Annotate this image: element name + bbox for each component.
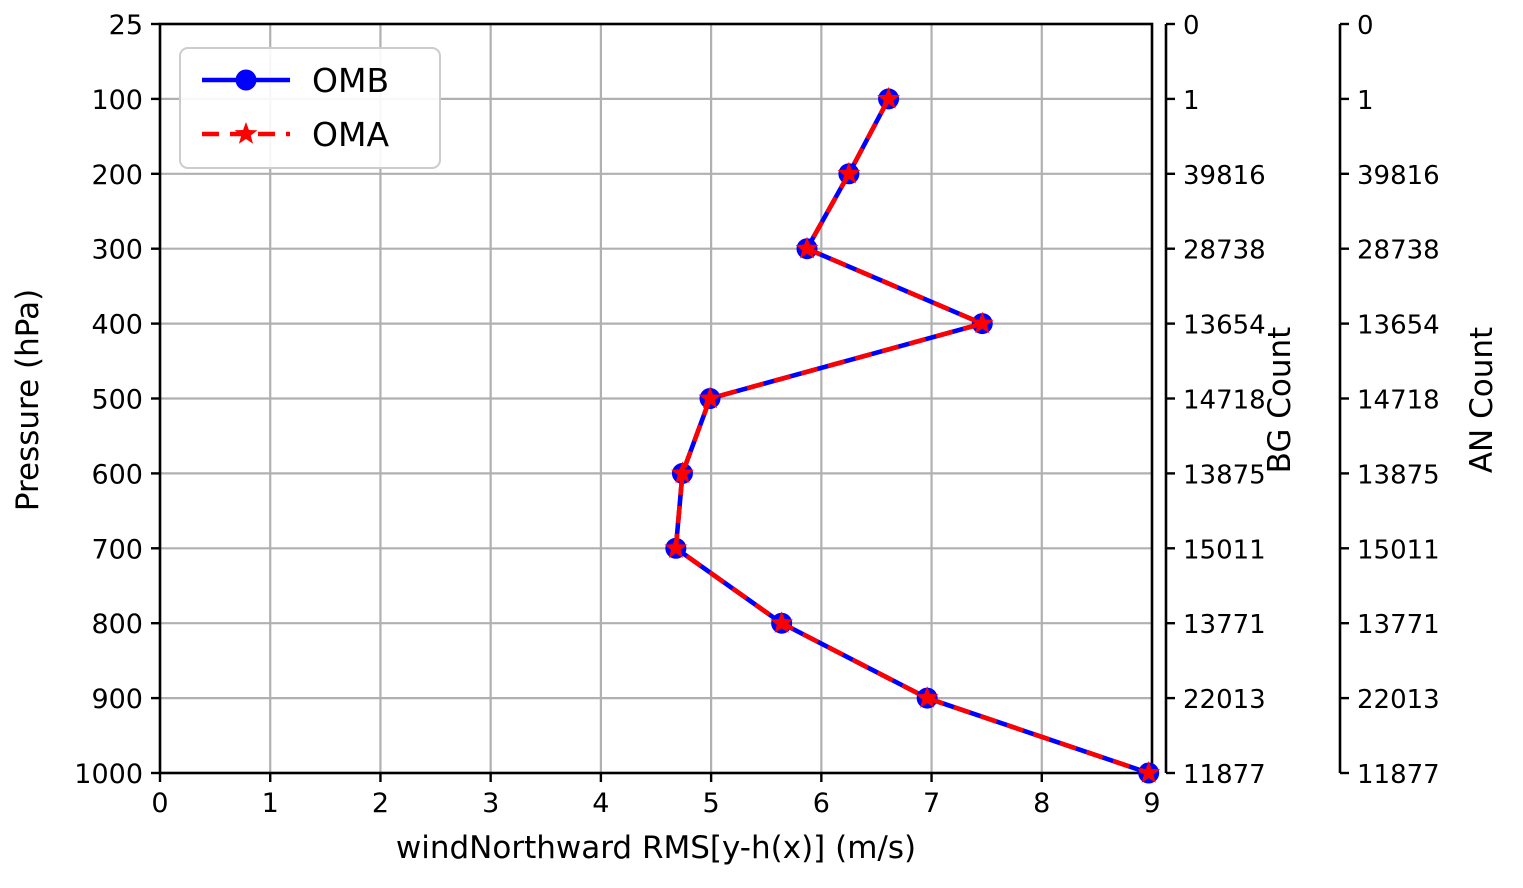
legend-label-omb: OMB — [312, 61, 389, 100]
legend-marker-oma — [234, 122, 258, 144]
an-count-tick-label: 1 — [1357, 86, 1374, 116]
bg-count-tick-label: 28738 — [1183, 236, 1266, 266]
x-tick-label: 7 — [923, 788, 940, 819]
bg-count-axis-title: BG Count — [1262, 327, 1298, 474]
series-line-omb — [673, 97, 1150, 776]
x-tick-label: 5 — [703, 788, 720, 819]
data-point-marker-oma — [970, 311, 994, 334]
bg-count-tick-label: 13875 — [1183, 460, 1266, 490]
y-tick-label: 500 — [91, 385, 143, 416]
y-tick-label: 1000 — [74, 759, 143, 790]
legend-marker-omb — [235, 69, 257, 91]
an-count-tick-label: 0 — [1357, 11, 1374, 41]
x-tick-label: 0 — [151, 788, 168, 819]
an-count-tick-label: 13654 — [1357, 311, 1440, 341]
bg-count-tick-label: 0 — [1183, 11, 1200, 41]
y-tick-label: 200 — [91, 160, 143, 191]
an-count-tick-label: 11877 — [1357, 760, 1440, 790]
data-point-marker-oma — [1137, 761, 1161, 783]
y-axis-title: Pressure (hPa) — [10, 289, 46, 511]
bg-count-tick-label: 1 — [1183, 86, 1200, 116]
bg-count-tick-label: 14718 — [1183, 386, 1266, 416]
an-count-tick-label: 22013 — [1357, 685, 1440, 715]
data-point-marker-oma — [770, 611, 794, 633]
series-line-oma — [673, 97, 1150, 776]
y-tick-label: 600 — [91, 459, 143, 490]
bg-count-tick-label: 22013 — [1183, 685, 1266, 715]
right-count-axes: 0 1 39816 28738 13654 14718 13875 15011 13771 220… — [1164, 11, 1440, 790]
y-tick-label: 300 — [91, 235, 143, 266]
y-tick-label: 800 — [91, 609, 143, 640]
chart-legend[interactable]: OMB OMA — [179, 47, 441, 169]
x-tick-label: 4 — [592, 788, 609, 819]
an-count-tick-label: 39816 — [1357, 161, 1440, 191]
x-tick-label: 8 — [1033, 788, 1050, 819]
data-point-marker-oma — [698, 386, 722, 409]
y-tick-label: 700 — [91, 534, 143, 565]
legend-box — [179, 47, 441, 169]
x-tick-label: 1 — [262, 788, 279, 819]
an-count-tick-label: 13875 — [1357, 460, 1440, 490]
bg-count-tick-label: 15011 — [1183, 535, 1266, 565]
x-tick-label: 6 — [813, 788, 830, 819]
x-tick-label: 3 — [482, 788, 499, 819]
bg-count-tick-label: 11877 — [1183, 760, 1266, 790]
data-point-marker-oma — [837, 161, 861, 184]
data-point-marker-oma — [671, 461, 694, 484]
x-tick-label: 9 — [1143, 788, 1160, 819]
bg-count-tick-label: 39816 — [1183, 161, 1266, 191]
data-series-layer — [664, 86, 1161, 784]
an-count-tick-label: 28738 — [1357, 236, 1440, 266]
legend-label-oma: OMA — [312, 115, 389, 154]
bg-count-tick-label: 13771 — [1183, 610, 1266, 640]
y-tick-label: 25 — [109, 10, 143, 41]
an-count-tick-label: 14718 — [1357, 386, 1440, 416]
y-tick-label: 900 — [91, 684, 143, 715]
data-point-marker-oma — [795, 236, 819, 259]
y-axis-ticks: 25 100 200 300 400 500 600 700 800 900 1000 — [74, 10, 160, 790]
y-tick-label: 400 — [91, 310, 143, 341]
x-axis-title: windNorthward RMS[y-h(x)] (m/s) — [396, 830, 916, 866]
x-tick-label: 2 — [372, 788, 389, 819]
gridlines — [160, 24, 1152, 773]
an-count-tick-label: 13771 — [1357, 610, 1440, 640]
data-point-marker-oma — [664, 536, 688, 559]
y-tick-label: 100 — [91, 85, 143, 116]
an-count-axis-title: AN Count — [1464, 327, 1500, 473]
data-point-marker-oma — [915, 686, 939, 708]
x-axis-ticks: 0 1 2 3 4 5 6 7 8 9 — [151, 773, 1161, 819]
data-point-marker-oma — [877, 86, 900, 109]
bg-count-tick-label: 13654 — [1183, 311, 1266, 341]
an-count-tick-label: 15011 — [1357, 535, 1440, 565]
